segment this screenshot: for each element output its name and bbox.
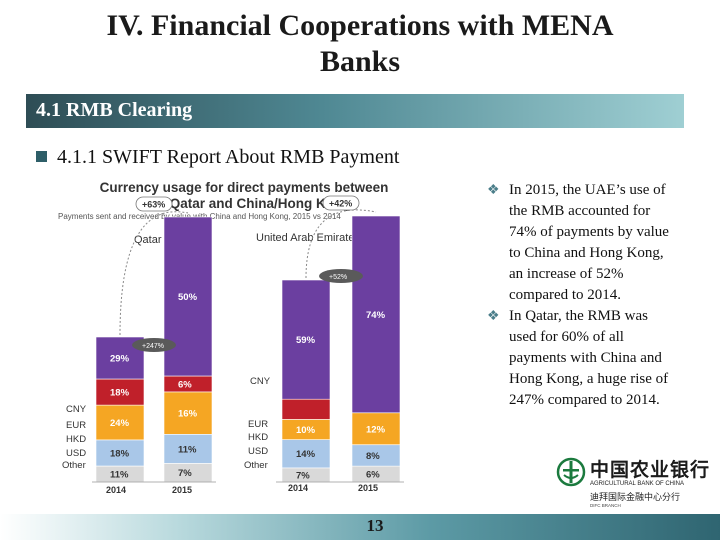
page-number: 13 [366,516,384,535]
qatar-label-cny: CNY [66,404,87,415]
bar-value-label: 7% [296,470,310,481]
sub-heading-text: 4.1.1 SWIFT Report About RMB Payment [57,146,400,168]
panel-label-qatar: Qatar [134,234,162,246]
bar-value-label: 7% [178,468,192,479]
panel-label-uae: United Arab Emirates [256,232,360,244]
bar-segment-usd [281,439,331,469]
slide-title-line-2: Banks [319,45,401,78]
bar-value-label: 50% [178,292,198,303]
bar-value-label: 16% [178,409,198,420]
diamond-bullet-icon: ❖ [487,183,500,198]
bullet-line: used for 60% of all [509,329,624,345]
bar-value-label: 11% [110,470,129,481]
uae-label-usd: USD [248,446,269,457]
growth-arrow [305,209,377,279]
bullet-line: 74% of payments by value [509,224,669,240]
uae-year-2014: 2014 [288,483,309,493]
uae-label-other: Other [244,460,268,471]
qatar-label-eur: EUR [66,420,87,431]
bullet-line: In Qatar, the RMB was [509,308,648,324]
bar-segment-eur [281,398,331,420]
section-header-bar: 4.1 RMB Clearing [26,94,684,128]
bullet-line: payments with China and [509,350,662,366]
bar-value-label: 6% [366,470,380,481]
footer-bar [0,514,720,540]
total-growth-badge [322,195,360,211]
bar-value-label: 14% [296,449,316,460]
bar-segment-cny [281,279,331,400]
total-growth-label: +42% [329,199,352,209]
bullet-line: an increase of 52% [509,266,624,282]
bullet-item-uae: ❖ In 2015, the UAE’s use of the RMB acco… [485,180,705,306]
bar-value-label: 18% [110,388,130,399]
bar-segment-cny [163,216,213,377]
uae-label-cny: CNY [250,376,271,387]
bar-value-label: 8% [366,451,380,462]
bullet-list: ❖ In 2015, the UAE’s use of the RMB acco… [485,180,705,411]
qatar-year-2015: 2015 [172,485,193,495]
chart-title-line-2: UAE/Qatar and China/Hong Kong [137,196,351,211]
bullet-line: to China and Hong Kong, [509,245,664,261]
total-growth-label: +63% [142,200,165,210]
bar-segment-hkd [95,404,145,441]
qatar-label-usd: USD [66,448,87,459]
chart-title: Currency usage for direct payments betwe… [64,180,424,212]
slide-title-line-1: IV. Financial Cooperations with MENA [106,9,614,42]
bar-segment-eur [95,378,145,406]
bar-segment-cny [351,215,401,414]
bar-value-label: 6% [178,379,192,390]
bullet-line: 247% compared to 2014. [509,392,660,408]
qatar-year-2014: 2014 [106,485,127,495]
diamond-bullet-icon: ❖ [487,309,500,324]
bar-segment-hkd [351,412,401,446]
section-label: 4.1 RMB Clearing [36,99,193,121]
slide-title: IV. Financial Cooperations with MENA Ban… [0,8,720,80]
bar-value-label: 12% [366,424,386,435]
bank-logo: 中国农业银行 AGRICULTURAL BANK OF CHINA 迪拜国际金融… [556,455,716,511]
growth-arrow [119,211,189,336]
qatar-label-hkd: HKD [66,434,87,445]
bar-value-label: 29% [110,354,130,365]
uae-year-2015: 2015 [358,483,379,493]
sub-heading: 4.1.1 SWIFT Report About RMB Payment [36,146,399,169]
bar-value-label: 74% [366,310,386,321]
bullet-line: the RMB accounted for [509,203,651,219]
bar-segment-usd [95,439,145,467]
bar-value-label: 10% [296,425,316,436]
currency-usage-chart: Currency usage for direct payments betwe… [54,176,464,500]
bullet-item-qatar: ❖ In Qatar, the RMB was used for 60% of … [485,306,705,411]
cny-growth-label: +52% [329,274,347,281]
chart-subtitle: Payments sent and received by value with… [58,212,341,221]
uae-label-hkd: HKD [248,432,269,443]
bar-value-label: 24% [110,418,130,429]
bar-value-label: 18% [110,449,130,460]
bullet-line: compared to 2014. [509,287,622,303]
qatar-label-other: Other [62,460,86,471]
cny-growth-badge [319,269,363,283]
bank-name-cn: 中国农业银行 [590,459,711,481]
bar-value-label: 59% [296,335,316,346]
square-bullet-icon [36,150,47,162]
bar-value-label: 11% [178,444,197,455]
chart-title-line-1: Currency usage for direct payments betwe… [99,180,389,195]
chart-canvas: 11% 18% 24% 18% 29% 7% 11% 16% 6% 50% +63% +247% 7% 1… [92,195,404,483]
total-growth-badge [135,196,173,212]
cny-growth-badge [132,338,176,352]
branch-name-en: DIFC BRANCH [590,503,621,508]
cny-growth-label: +247% [142,343,164,350]
uae-label-eur: EUR [248,419,269,430]
bullet-line: In 2015, the UAE’s use of [509,182,666,198]
bullet-line: Hong Kong, a huge rise of [509,371,669,387]
branch-name-cn: 迪拜国际金融中心分行 [590,493,681,503]
abc-emblem-icon [556,457,586,487]
bar-segment-usd [163,433,213,464]
bank-name-en: AGRICULTURAL BANK OF CHINA [590,481,685,487]
